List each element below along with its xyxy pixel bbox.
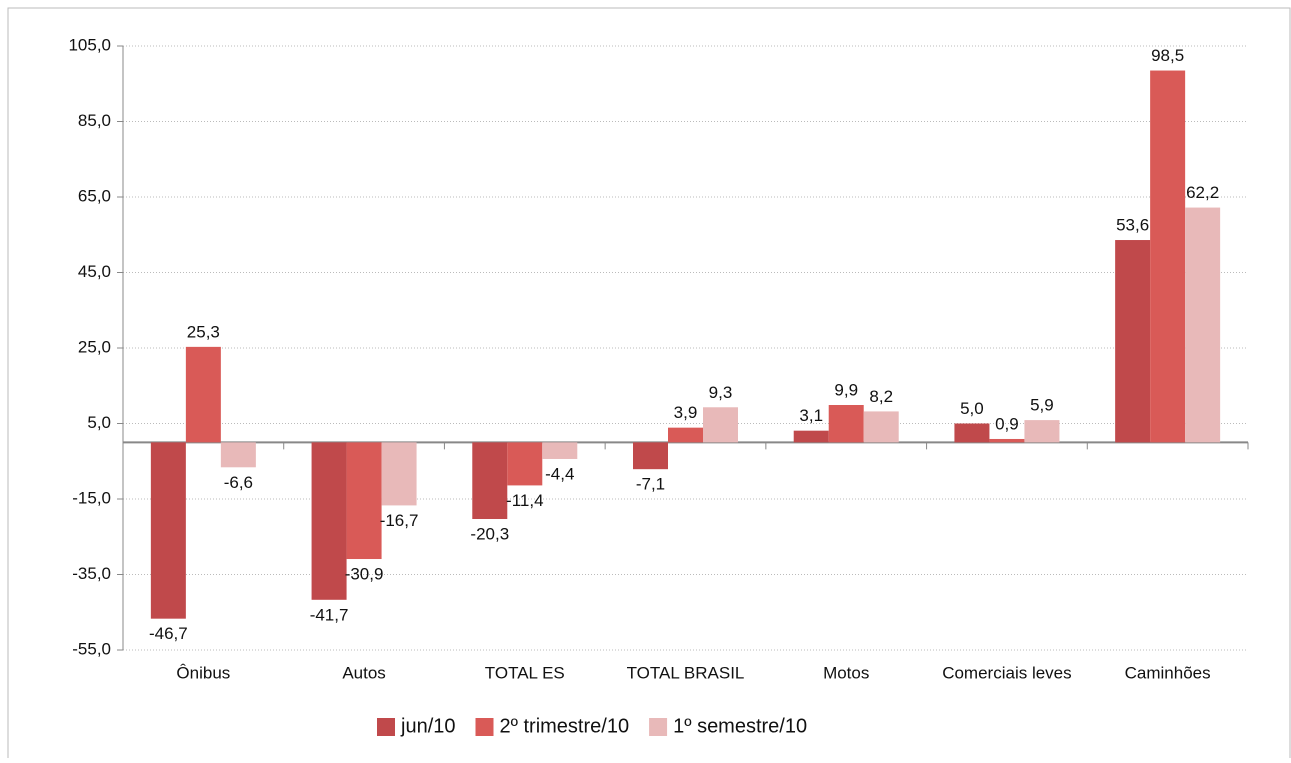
bar <box>954 423 990 443</box>
data-label: 5,9 <box>1030 396 1054 415</box>
x-tick-label: Comerciais leves <box>942 663 1071 682</box>
bar <box>311 442 347 600</box>
y-tick-label: 45,0 <box>78 262 111 281</box>
data-label: -41,7 <box>310 605 349 624</box>
x-tick-label: Ônibus <box>176 663 230 682</box>
legend-swatch <box>475 718 494 736</box>
bar <box>703 407 738 443</box>
legend-swatch <box>377 718 395 736</box>
bar <box>633 442 668 470</box>
bar <box>150 442 186 619</box>
data-label: 0,9 <box>995 414 1019 433</box>
data-label: -16,7 <box>380 511 419 530</box>
bar <box>989 438 1025 443</box>
y-tick-label: 5,0 <box>87 413 111 432</box>
bar <box>381 442 417 506</box>
data-label: 5,0 <box>960 399 984 418</box>
y-tick-label: 25,0 <box>78 337 111 356</box>
legend-label: 1º semestre/10 <box>673 715 807 737</box>
data-label: -4,4 <box>545 464 574 483</box>
y-tick-label: -15,0 <box>72 488 111 507</box>
x-tick-label: Motos <box>823 663 869 682</box>
data-label: -7,1 <box>636 475 665 494</box>
data-label: -11,4 <box>506 491 544 510</box>
bar <box>863 411 899 443</box>
data-label: 9,3 <box>709 383 733 402</box>
data-label: -46,7 <box>149 624 188 643</box>
y-tick-label: 105,0 <box>68 35 111 54</box>
legend-label: 2º trimestre/10 <box>500 715 630 737</box>
data-label: 8,2 <box>869 387 893 406</box>
bar <box>1024 420 1060 443</box>
x-tick-label: Caminhões <box>1125 663 1211 682</box>
bar <box>1115 240 1151 443</box>
data-label: 62,2 <box>1186 183 1219 202</box>
bar <box>220 442 256 468</box>
bar <box>1185 207 1221 443</box>
y-tick-label: 85,0 <box>78 111 111 130</box>
bar <box>793 430 829 443</box>
data-label: 98,5 <box>1151 46 1184 65</box>
bar <box>185 346 221 443</box>
x-tick-label: TOTAL BRASIL <box>627 663 745 682</box>
bar <box>507 442 543 486</box>
data-label: -6,6 <box>224 473 253 492</box>
data-label: 9,9 <box>834 380 858 399</box>
bar <box>668 427 703 443</box>
bar <box>1150 70 1186 443</box>
y-tick-label: -35,0 <box>72 564 111 583</box>
data-label: 3,1 <box>799 406 823 425</box>
legend-label: jun/10 <box>400 715 456 737</box>
bar <box>542 442 578 459</box>
chart-border <box>7 7 1291 763</box>
x-tick-label: Autos <box>342 663 385 682</box>
data-label: -30,9 <box>345 565 384 584</box>
y-tick-label: -55,0 <box>72 639 111 658</box>
y-tick-label: 65,0 <box>78 186 111 205</box>
x-tick-label: TOTAL ES <box>485 663 565 682</box>
bar <box>472 442 508 520</box>
bar <box>828 405 864 443</box>
legend-swatch <box>649 718 668 736</box>
data-label: 53,6 <box>1116 216 1149 235</box>
data-label: 3,9 <box>674 403 698 422</box>
data-label: -20,3 <box>470 524 509 543</box>
bar <box>346 442 382 560</box>
data-label: 25,3 <box>187 322 220 341</box>
